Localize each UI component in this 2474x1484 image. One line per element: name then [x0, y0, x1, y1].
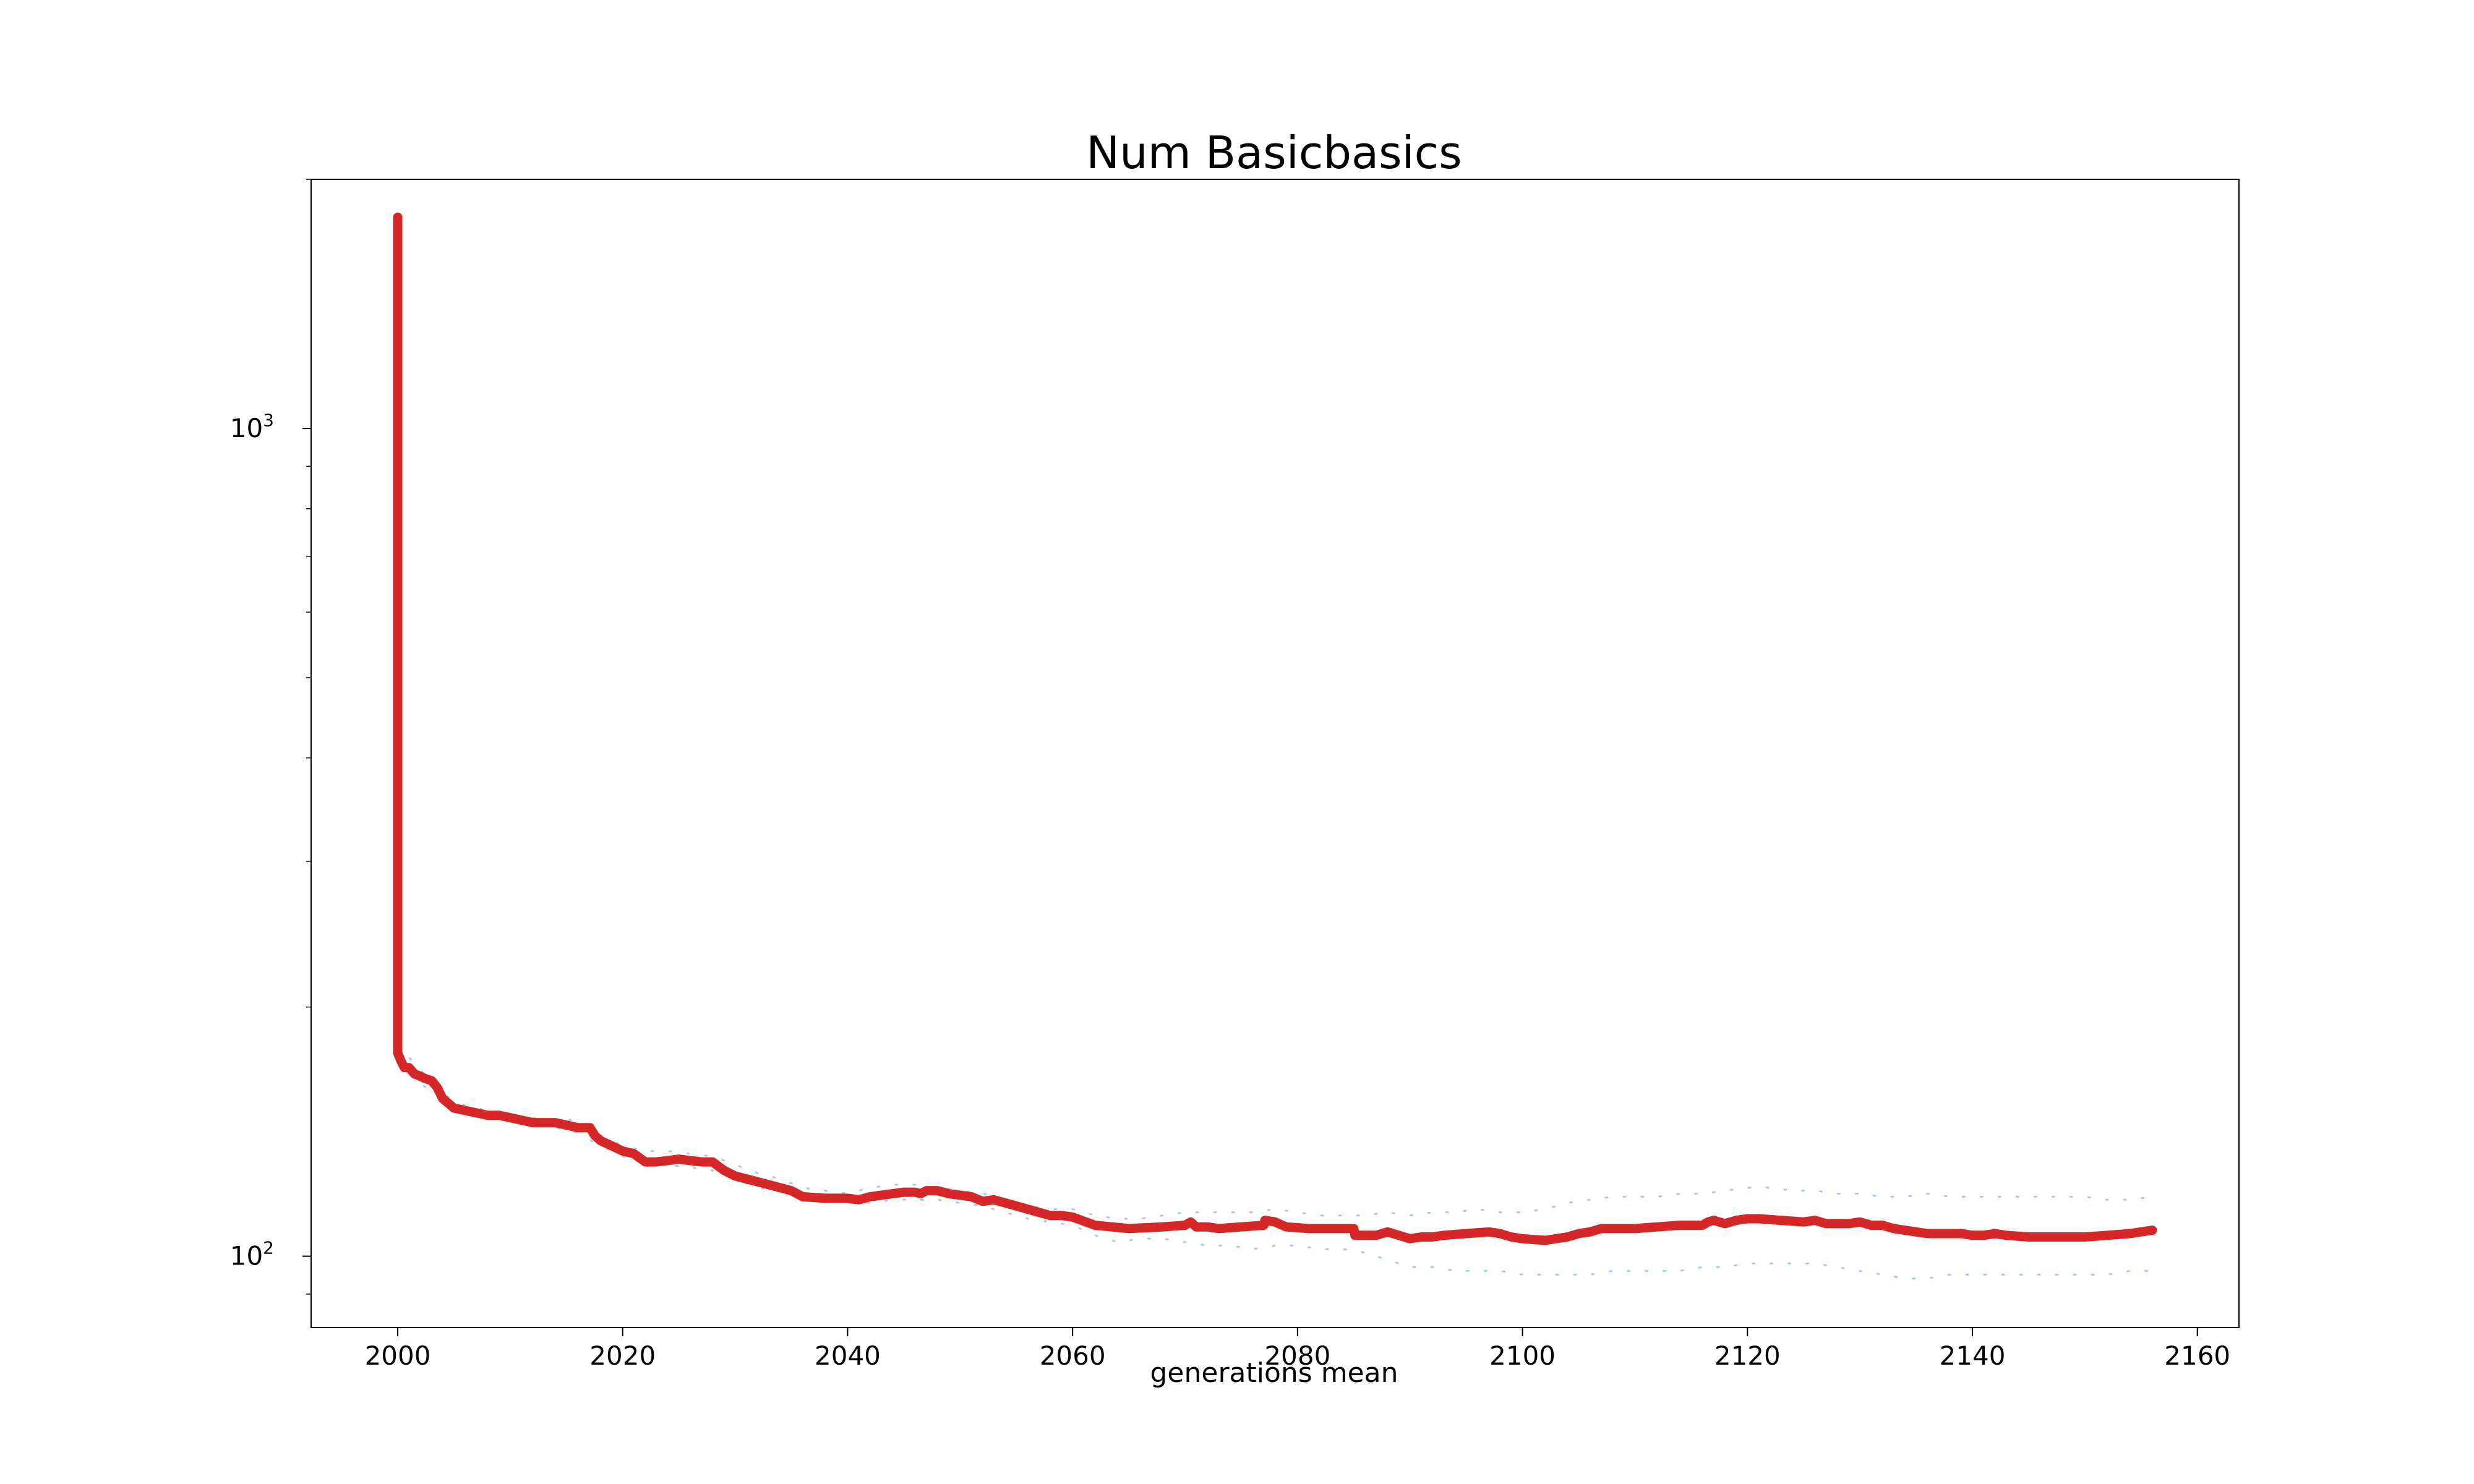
x-tick-label: 2100 — [1489, 1341, 1556, 1371]
series-layer — [393, 212, 2157, 1280]
series-band-line-2 — [396, 1060, 2154, 1280]
x-tick-label: 2000 — [365, 1341, 431, 1371]
x-tick-label: 2020 — [589, 1341, 656, 1371]
series-main-line — [393, 212, 2157, 1245]
series-band-line-1 — [396, 1044, 2154, 1220]
chart-title: Num Basicbasics — [1086, 127, 1462, 179]
x-tick-label: 2080 — [1264, 1341, 1330, 1371]
x-tick-label: 2040 — [815, 1341, 881, 1371]
y-tick-label: 102 — [230, 1238, 274, 1271]
x-tick-label: 2160 — [2164, 1341, 2230, 1371]
x-axis: 2000 2020 2040 2060 2080 2100 2120 2140 2160 — [365, 1328, 2230, 1371]
plot-frame — [310, 179, 2240, 1328]
y-tick-label: 103 — [230, 410, 274, 443]
x-tick-label: 2140 — [1940, 1341, 2006, 1371]
x-axis-label: generations mean — [1150, 1357, 1398, 1389]
x-tick-label: 2060 — [1040, 1341, 1106, 1371]
y-axis: 102 103 — [230, 179, 311, 1295]
x-tick-label: 2120 — [1714, 1341, 1781, 1371]
